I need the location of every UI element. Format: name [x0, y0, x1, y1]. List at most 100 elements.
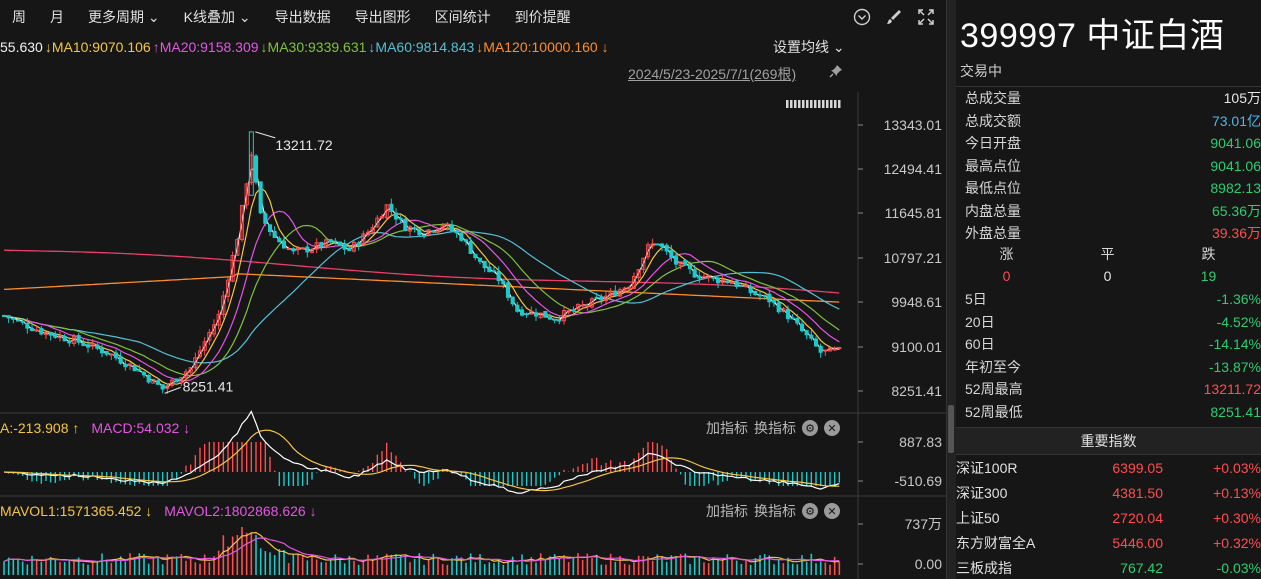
dif-line [3, 410, 840, 494]
candle-body [48, 332, 53, 336]
candle-body [678, 261, 683, 267]
candle-body [361, 233, 366, 245]
index-row[interactable]: 东方财富全A 5446.00 +0.32% [956, 530, 1261, 555]
candle-body [314, 242, 319, 250]
macd-legend-item: A:-213.908 ↑ [0, 420, 80, 436]
stat-row: 总成交额 73.01亿 [956, 110, 1261, 133]
toolbar-item[interactable]: 周 [12, 9, 26, 25]
stat-label: 外盘总量 [965, 225, 1021, 242]
candle-body [25, 322, 30, 329]
candle-body [76, 335, 81, 343]
candle-body [281, 240, 287, 249]
candle-body [197, 350, 203, 357]
toolbar-item[interactable]: 到价提醒 [514, 9, 571, 25]
candle-body [29, 327, 35, 332]
candle-body [146, 374, 151, 383]
candle-body [286, 248, 291, 251]
index-price: 2720.04 [1112, 509, 1163, 526]
candle-body [272, 230, 277, 238]
brush-icon[interactable] [878, 8, 910, 26]
candle-body [491, 270, 497, 273]
candle-body [482, 260, 487, 269]
index-row[interactable]: 上证50 2720.04 +0.30% [956, 505, 1261, 530]
kline-chart[interactable]: 13343.01 12494.41 11645.81 10797.21 9948.61 9… [0, 0, 946, 579]
ma-settings-button[interactable]: 设置均线 ⌄ [773, 39, 845, 55]
date-range-label[interactable]: 2024/5/23-2025/7/1(269根) [628, 66, 797, 82]
add-indicator-button[interactable]: 加指标 [706, 503, 748, 519]
candle-body [701, 276, 707, 279]
index-change: -0.03% [1216, 559, 1261, 576]
toolbar-item[interactable]: 导出图形 [354, 9, 411, 25]
dea-line [3, 429, 840, 492]
index-change: +0.13% [1213, 484, 1261, 501]
candle-body [454, 230, 459, 234]
candle-body [211, 324, 217, 335]
perf-row: 52周最高 13211.72 [956, 378, 1261, 401]
toolbar-item[interactable]: K线叠加 ⌄ [183, 9, 251, 25]
candle-body [417, 228, 422, 236]
candle-body [748, 286, 753, 294]
candle-body [799, 323, 805, 332]
candle-body [160, 384, 165, 390]
toolbar-item[interactable]: 更多周期 ⌄ [88, 9, 160, 25]
stat-label: 总成交量 [965, 90, 1021, 107]
index-row[interactable]: 深证300 4381.50 +0.13% [956, 480, 1261, 505]
low-arrow [164, 386, 181, 394]
candle-body [706, 275, 711, 279]
candle-body [155, 380, 161, 385]
gear-icon[interactable]: ⚙ [802, 503, 818, 519]
candle-body [664, 244, 669, 252]
ma-legend-item: 55.630 [0, 39, 43, 55]
stat-label: 最低点位 [965, 180, 1021, 197]
stat-row: 总成交量 105万 [956, 87, 1261, 110]
candle-body [459, 232, 464, 241]
toolbar-item[interactable]: 导出数据 [274, 9, 331, 25]
close-icon[interactable]: ✕ [824, 503, 840, 519]
index-change: +0.30% [1213, 509, 1261, 526]
swap-indicator-button[interactable]: 换指标 [754, 503, 796, 519]
price-axis-label: 8251.41 [891, 383, 942, 399]
add-indicator-button[interactable]: 加指标 [706, 420, 748, 436]
candle-body [151, 378, 156, 384]
candle-body [613, 290, 618, 297]
performance-stats: 5日 -1.36% 20日 -4.52% 60日 -14.14% 年初至今 -13.87% 52… [956, 288, 1261, 423]
scrollbar-thumb[interactable] [948, 405, 954, 453]
index-change: +0.32% [1213, 534, 1261, 551]
candle-body [71, 336, 77, 344]
candle-body [561, 310, 567, 322]
candle-body [809, 334, 814, 339]
close-icon[interactable]: ✕ [824, 420, 840, 436]
candle-body [403, 218, 408, 232]
panel-splitter[interactable] [946, 0, 956, 579]
candle-body [90, 342, 95, 347]
candle-body [389, 203, 394, 212]
candle-body [659, 243, 665, 247]
candle-body [589, 298, 595, 308]
gear-icon[interactable]: ⚙ [802, 420, 818, 436]
candle-body [552, 318, 557, 321]
pin-icon[interactable] [829, 64, 843, 81]
index-price: 6399.05 [1112, 459, 1163, 476]
range-marker [818, 100, 821, 108]
toolbar-item[interactable]: 月 [50, 9, 64, 25]
candle-body [785, 308, 791, 320]
candle-body [617, 289, 623, 297]
index-row[interactable]: 深证100R 6399.05 +0.03% [956, 455, 1261, 480]
chevron-circle-icon[interactable] [846, 8, 878, 26]
candle-body [823, 349, 828, 352]
index-row[interactable]: 三板成指 767.42 -0.03% [956, 555, 1261, 579]
candle-body [645, 244, 651, 258]
stat-row: 今日开盘 9041.06 [956, 132, 1261, 155]
candle-body [216, 313, 221, 326]
ma20-line [3, 210, 840, 382]
fullscreen-icon[interactable] [910, 8, 942, 26]
candle-body [543, 310, 548, 318]
toolbar-item[interactable]: 区间统计 [434, 9, 491, 25]
swap-indicator-button[interactable]: 换指标 [754, 420, 796, 436]
candle-body [771, 299, 777, 303]
candle-body [496, 271, 501, 282]
index-name: 三板成指 [956, 559, 1012, 576]
candle-body [790, 317, 795, 320]
candle-body [720, 279, 725, 284]
perf-value: -14.14% [1208, 336, 1261, 353]
